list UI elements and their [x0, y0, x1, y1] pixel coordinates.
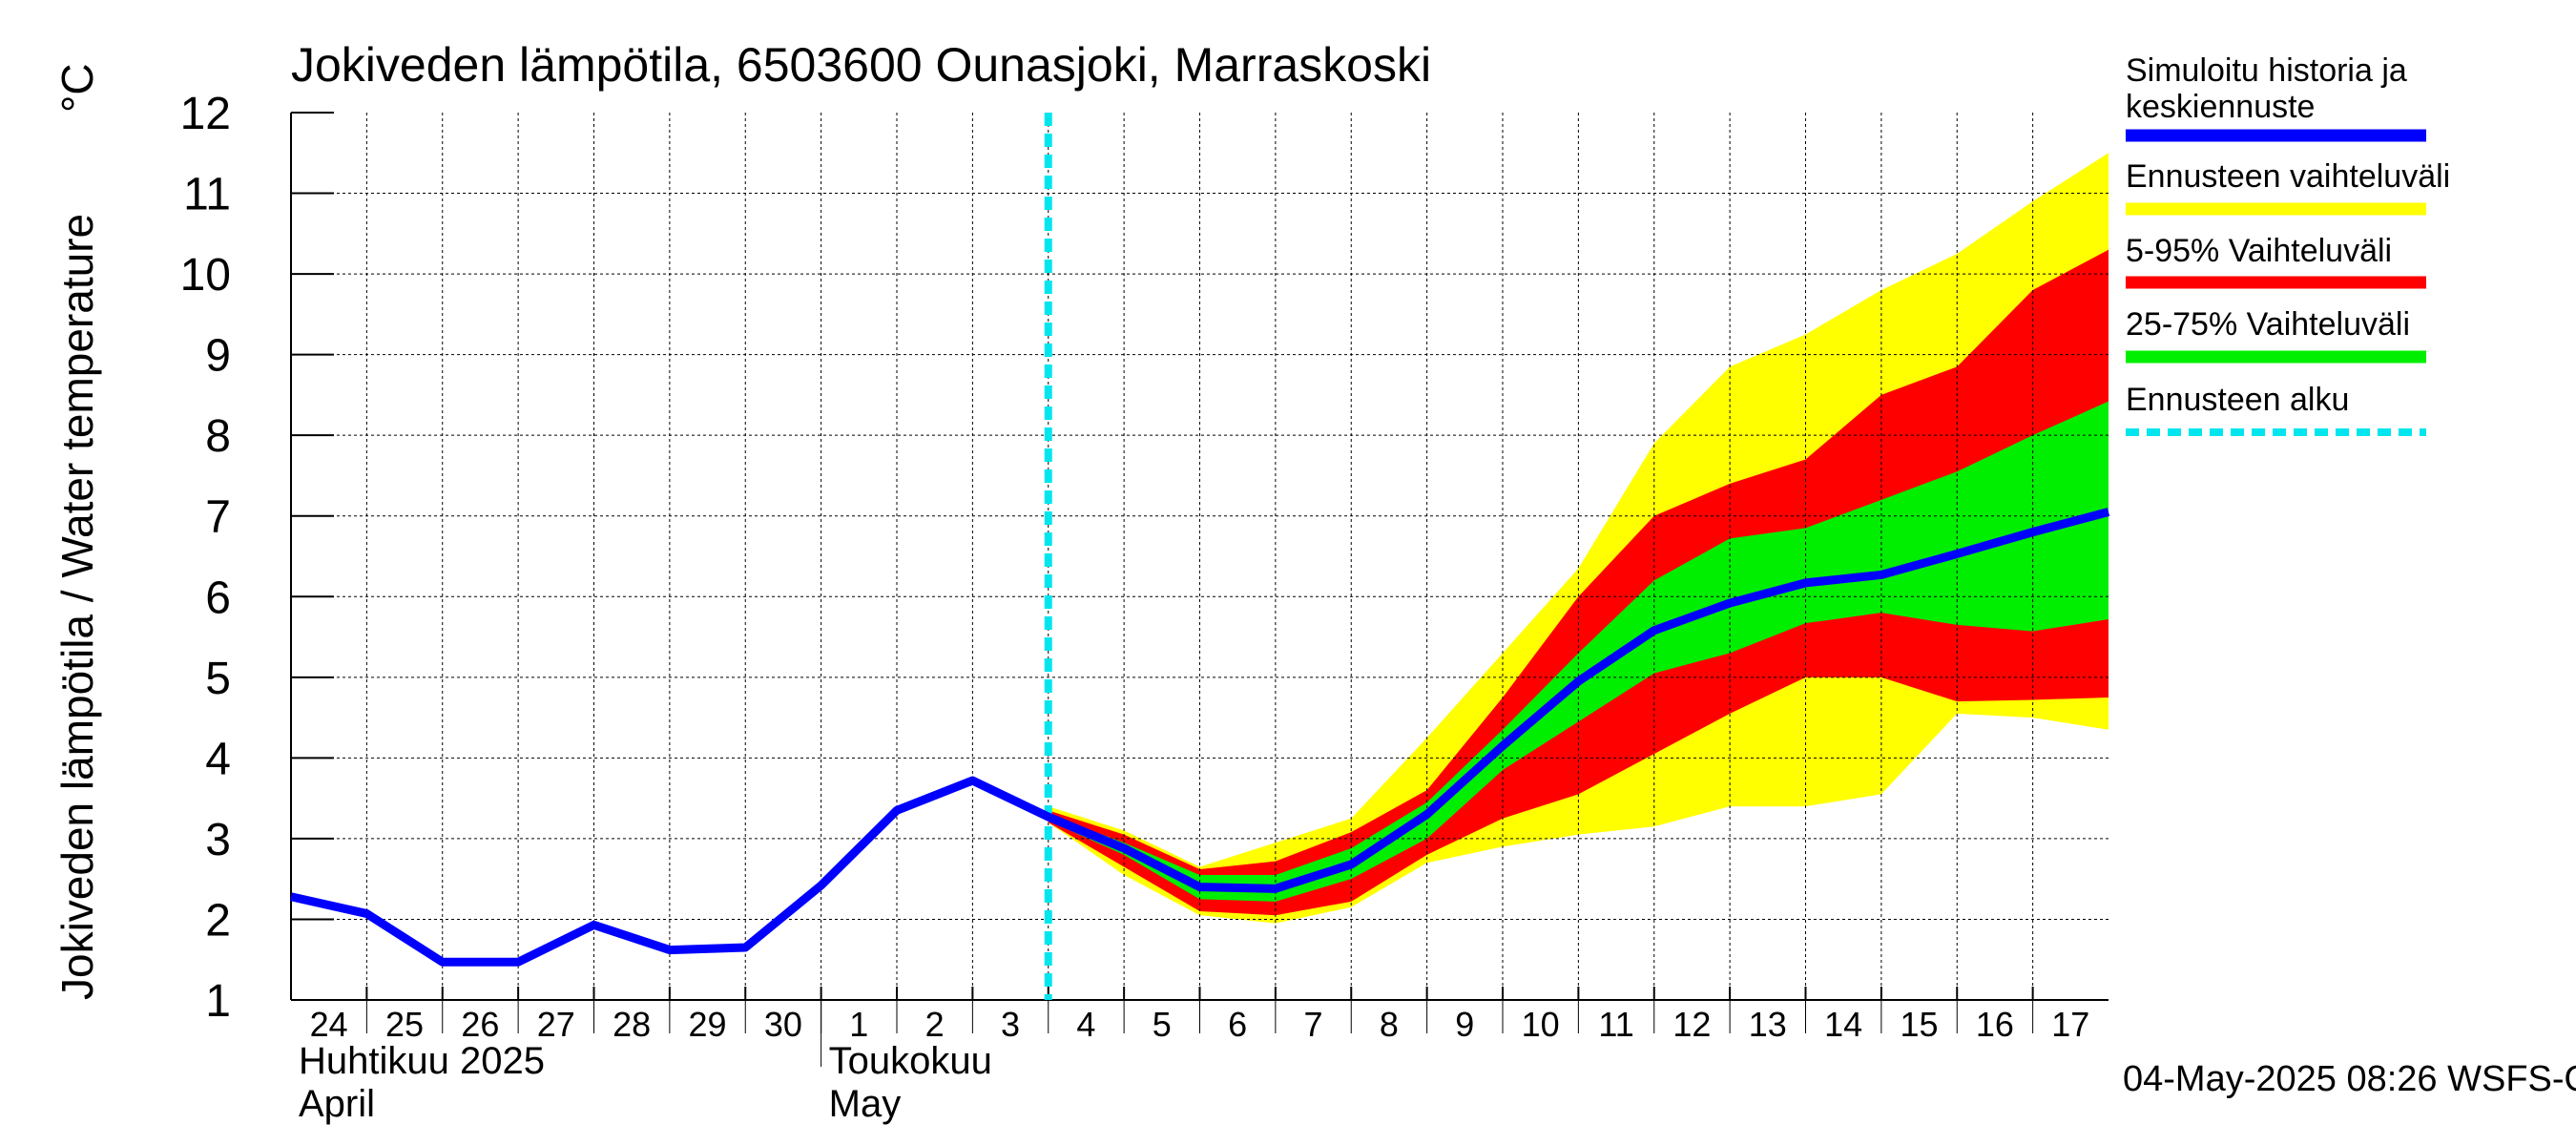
legend-label: keskiennuste: [2126, 89, 2315, 125]
x-tick-label: 29: [689, 1005, 727, 1044]
y-tick-label: 5: [205, 654, 231, 704]
y-tick-label: 1: [205, 976, 231, 1027]
x-tick-label: 12: [1672, 1005, 1711, 1044]
x-tick-label: 27: [537, 1005, 575, 1044]
legend-label: Simuloitu historia ja: [2126, 52, 2407, 89]
x-tick-label: 26: [461, 1005, 499, 1044]
footer-timestamp: 04-May-2025 08:26 WSFS-O: [2123, 1059, 2576, 1099]
x-tick-label: 10: [1522, 1005, 1560, 1044]
y-tick-label: 2: [205, 895, 231, 946]
x-tick-label: 4: [1076, 1005, 1095, 1044]
y-tick-label: 4: [205, 734, 231, 784]
month-label-fi: Toukokuu: [829, 1040, 992, 1082]
y-tick-label: 11: [183, 170, 231, 220]
x-tick-label: 8: [1380, 1005, 1399, 1044]
x-tick-label: 30: [764, 1005, 802, 1044]
x-tick-label: 7: [1304, 1005, 1323, 1044]
y-tick-label: 3: [205, 815, 231, 865]
x-tick-label: 1: [849, 1005, 868, 1044]
legend-label: 25-75% Vaihteluväli: [2126, 306, 2410, 343]
y-tick-label: 9: [205, 331, 231, 382]
x-tick-label: 14: [1824, 1005, 1862, 1044]
legend-label: 5-95% Vaihteluväli: [2126, 233, 2392, 269]
x-tick-label: 9: [1455, 1005, 1474, 1044]
month-label-fi: Huhtikuu 2025: [299, 1040, 545, 1082]
x-tick-label: 24: [310, 1005, 348, 1044]
x-tick-label: 16: [1976, 1005, 2014, 1044]
chart-title: Jokiveden lämpötila, 6503600 Ounasjoki, …: [291, 38, 1431, 92]
y-tick-label: 10: [180, 250, 231, 301]
x-tick-label: 15: [1901, 1005, 1939, 1044]
x-tick-label: 3: [1001, 1005, 1020, 1044]
x-tick-label: 11: [1598, 1005, 1633, 1044]
band-1: [1048, 153, 2109, 924]
y-tick-label: 7: [205, 492, 231, 543]
legend-label: Ennusteen alku: [2126, 382, 2349, 418]
x-tick-label: 13: [1749, 1005, 1787, 1044]
band-3: [1048, 401, 2109, 902]
y-tick-label: 6: [205, 572, 231, 623]
month-label-en: May: [829, 1083, 902, 1125]
x-tick-label: 2: [925, 1005, 945, 1044]
month-label-en: April: [299, 1083, 375, 1125]
x-tick-label: 28: [613, 1005, 651, 1044]
x-tick-label: 25: [385, 1005, 424, 1044]
y-tick-label: 8: [205, 411, 231, 462]
y-axis-label: Jokiveden lämpötila / Water temperature: [52, 214, 102, 1000]
y-axis-unit: °C: [52, 63, 102, 113]
x-tick-label: 5: [1153, 1005, 1172, 1044]
series-line-mean: [290, 508, 2110, 967]
x-tick-label: 6: [1228, 1005, 1247, 1044]
y-tick-label: 12: [180, 89, 231, 139]
legend-label: Ennusteen vaihteluväli: [2126, 158, 2450, 195]
x-tick-label: 17: [2051, 1005, 2089, 1044]
